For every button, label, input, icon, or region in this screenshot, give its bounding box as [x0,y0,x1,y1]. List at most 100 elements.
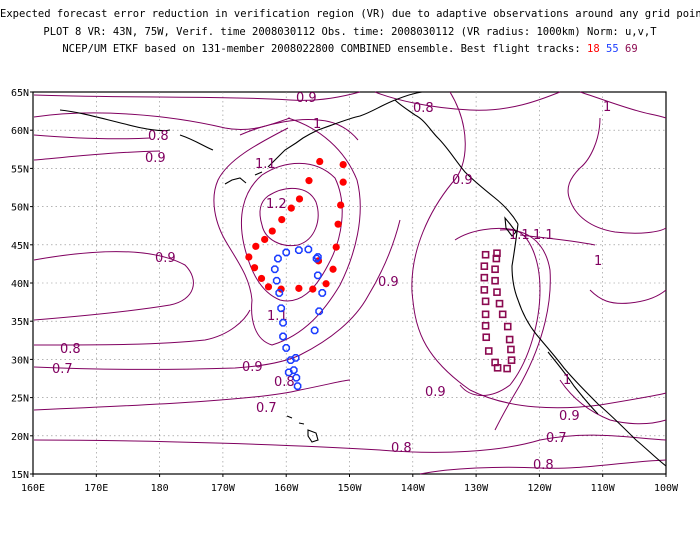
contour-line [33,251,194,321]
track-blue-point [293,382,302,391]
track-purple-point [495,299,504,308]
track-blue-point [304,245,313,254]
track-purple-point [480,273,489,282]
coastline-baja [547,351,599,415]
contour-label: 1.1 [267,309,288,324]
contour-line [33,379,351,411]
contour-label: 0.7 [52,362,73,377]
contour-label: 0.8 [148,129,169,144]
track-purple-point [493,364,502,372]
track-blue-point [310,326,319,335]
track-red-point [332,243,340,251]
lon-tick-label: 110W [591,483,616,494]
track-purple-point [481,310,490,319]
contour-label: 1.2 [266,197,287,212]
coastlines [59,91,667,467]
track-purple-point [480,262,489,270]
track-blue-point [284,368,293,377]
lon-tick-label: 170W [211,483,236,494]
track-red-label: 18 [587,43,600,55]
track-red-point [245,253,253,261]
contour-label: 1.1 [533,228,554,243]
lon-tick-label: 180 [151,483,169,494]
track-blue-point [274,254,282,263]
contour-label: 0.9 [296,91,317,106]
contour-label: 0.9 [452,173,473,188]
track-red-point [339,178,347,186]
track-red-point [268,227,276,235]
lat-tick-label: 55N [11,164,29,175]
contour-label: 0.9 [559,409,580,424]
contour-line [33,91,361,101]
track-purple-point [481,250,490,259]
track-red-point [305,177,313,185]
contour-label: 0.8 [533,458,554,473]
contour-line [411,91,667,409]
track-purple-point [493,249,501,258]
lat-tick-label: 60N [11,126,29,137]
contour-label: 1.1 [255,157,276,172]
contour-label: 1.1 [509,228,530,243]
track-purple-point [507,345,515,354]
contour-line [213,117,361,346]
contour-line [239,119,359,141]
lat-tick-label: 65N [11,88,29,99]
lon-tick-label: 130W [464,483,489,494]
contour-label: 0.9 [155,251,176,266]
track-blue-point [318,289,327,297]
lat-tick-label: 20N [11,432,29,443]
track-blue-point [282,344,291,352]
contour-label: 0.9 [145,151,166,166]
coastline-hawaii [286,415,319,443]
contour-line [579,91,667,119]
track-purple-point [491,265,499,274]
track-purple-point [484,347,493,355]
title-block: Expected forecast error reduction in ver… [0,6,700,59]
lat-tick-label: 40N [11,279,29,290]
contour-label: 0.9 [378,275,399,290]
track-blue-point [277,304,286,313]
track-red-point [337,201,345,209]
track-red-point [334,220,342,228]
track-red-point [278,215,286,224]
contour-line [419,459,667,475]
gridlines [33,92,666,474]
track-blue-point [275,289,284,297]
lon-tick-label: 160W [274,483,299,494]
track-blue-label: 55 [606,43,619,55]
lat-tick-label: 25N [11,394,29,405]
lat-tick-label: 30N [11,355,29,366]
title-line-3-prefix: NCEP/UM ETKF based on 131-member 2008022… [62,43,581,55]
contour-line [454,227,541,396]
contour-line [589,289,667,304]
contour-line [33,434,667,453]
track-purple-label: 69 [625,43,638,55]
track-blue-point [291,353,300,362]
track-red-point [316,157,324,166]
track-purple-point [480,286,489,294]
track-red-point [295,195,304,203]
contour-label: 0.7 [256,401,277,416]
track-purple-point [482,333,491,342]
contour-line [33,219,401,370]
track-blue-point [292,373,301,382]
lat-tick-label: 15N [11,470,29,481]
track-red-point [261,235,269,244]
lat-tick-label: 45N [11,241,29,252]
track-purple-point [505,335,514,344]
coastline-us-west [511,223,667,467]
track-red-point [339,160,347,169]
track-purple-point [481,321,490,330]
contour-label: 0.9 [242,360,263,375]
contour-lines [33,91,667,475]
contour-label: 1 [563,373,571,388]
contour-label: 1 [313,117,321,132]
lat-tick-label: 50N [11,203,29,214]
lon-tick-label: 100W [654,483,679,494]
contour-line [259,188,319,247]
track-purple-point [503,322,512,331]
track-blue-point [279,318,287,327]
contour-label: 0.7 [546,431,567,446]
lon-tick-label: 170E [84,483,108,494]
